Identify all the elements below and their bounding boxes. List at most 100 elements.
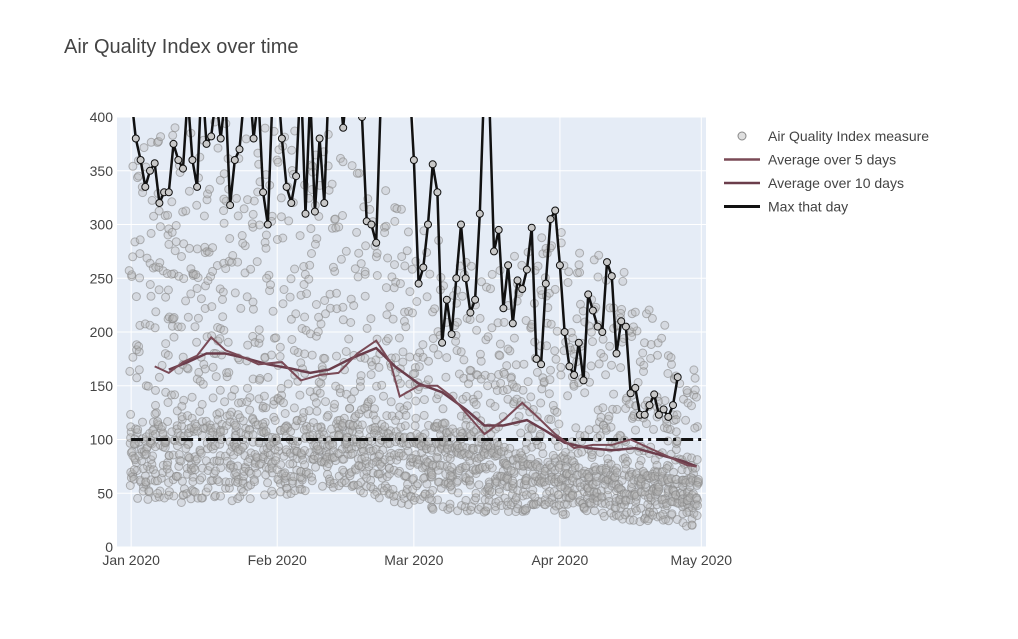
scatter-point: [267, 350, 276, 360]
max-that-day-marker: [367, 220, 376, 229]
scatter-point: [254, 394, 264, 404]
scatter-point: [563, 278, 573, 287]
x-tick-label: Jan 2020: [102, 552, 160, 568]
legend-item[interactable]: Average over 5 days: [724, 152, 896, 168]
scatter-point: [374, 493, 384, 503]
scatter-point: [506, 466, 516, 475]
max-that-day-marker: [339, 123, 348, 132]
scatter-point: [389, 283, 399, 293]
scatter-point: [155, 258, 165, 268]
scatter-point: [247, 219, 257, 229]
y-tick-label: 300: [90, 217, 114, 233]
scatter-point: [300, 349, 310, 359]
legend-item[interactable]: Max that day: [724, 199, 848, 215]
scatter-point: [316, 319, 326, 329]
scatter-point: [126, 409, 136, 419]
legend[interactable]: Air Quality Index measure Average over 5 …: [724, 128, 929, 215]
scatter-point: [238, 442, 248, 452]
legend-item[interactable]: Air Quality Index measure: [737, 128, 929, 144]
scatter-point: [435, 460, 445, 470]
scatter-point: [461, 495, 471, 505]
scatter-point: [403, 227, 413, 237]
scatter-point: [527, 424, 537, 434]
legend-marker-symbol: [737, 131, 747, 141]
scatter-point: [156, 132, 166, 142]
scatter-point: [599, 352, 609, 362]
scatter-point: [429, 343, 439, 353]
scatter-point: [346, 318, 356, 327]
scatter-point: [445, 454, 455, 463]
scatter-point: [206, 272, 216, 281]
scatter-point: [516, 428, 526, 438]
scatter-point: [186, 289, 196, 299]
scatter-point: [150, 409, 160, 419]
max-that-day-marker: [169, 139, 178, 148]
scatter-point: [177, 476, 187, 486]
scatter-point: [492, 477, 502, 487]
scatter-point: [372, 271, 382, 280]
scatter-point: [692, 511, 702, 520]
scatter-point: [232, 193, 241, 203]
scatter-point: [487, 487, 497, 497]
x-tick-label: May 2020: [671, 552, 733, 568]
scatter-point: [153, 488, 163, 498]
max-that-day-marker: [428, 160, 437, 169]
legend-label: Max that day: [768, 199, 848, 215]
scatter-point: [243, 195, 253, 205]
scatter-point: [217, 350, 227, 360]
scatter-point: [415, 348, 425, 358]
scatter-point: [638, 348, 648, 358]
max-that-day-marker: [174, 156, 183, 164]
scatter-point: [181, 444, 191, 453]
scatter-point: [476, 356, 486, 366]
scatter-point: [360, 403, 370, 413]
scatter-point: [542, 341, 552, 351]
max-that-day-marker: [442, 295, 451, 304]
scatter-point: [183, 312, 193, 322]
scatter-point: [408, 369, 418, 379]
scatter-point: [271, 333, 281, 343]
scatter-point: [278, 233, 288, 243]
scatter-point: [135, 320, 145, 330]
scatter-point: [413, 479, 423, 489]
scatter-point: [154, 136, 163, 146]
scatter-point: [330, 399, 340, 409]
max-that-day-marker: [297, 71, 304, 78]
scatter-point: [169, 332, 179, 342]
max-that-day-marker: [230, 156, 239, 164]
scatter-point: [341, 246, 351, 256]
scatter-point: [400, 261, 410, 271]
scatter-point: [425, 269, 435, 279]
scatter-point: [401, 322, 411, 332]
scatter-point: [520, 505, 530, 515]
scatter-point: [300, 486, 310, 496]
scatter-point: [142, 253, 152, 263]
max-that-day-marker: [216, 134, 225, 143]
scatter-point: [257, 427, 267, 437]
scatter-point: [224, 368, 234, 377]
scatter-point: [143, 381, 153, 391]
scatter-point: [314, 312, 324, 322]
legend-item[interactable]: Average over 10 days: [724, 175, 904, 191]
scatter-point: [219, 325, 229, 335]
scatter-point: [526, 392, 536, 402]
max-that-day-marker: [235, 145, 244, 154]
scatter-point: [295, 390, 305, 400]
scatter-point: [177, 252, 186, 261]
chart-title: Air Quality Index over time: [64, 36, 299, 58]
scatter-point: [352, 168, 362, 178]
scatter-point: [353, 454, 363, 464]
scatter-point: [422, 479, 432, 489]
scatter-point: [575, 268, 585, 277]
scatter-point: [225, 234, 235, 243]
max-that-day-marker: [508, 319, 517, 328]
scatter-point: [629, 322, 638, 332]
scatter-point: [385, 302, 395, 311]
scatter-point: [296, 358, 306, 368]
scatter-point: [445, 503, 455, 513]
scatter-point: [458, 291, 467, 301]
scatter-point: [230, 288, 240, 298]
scatter-point: [276, 212, 286, 222]
scatter-point: [366, 370, 376, 380]
scatter-point: [552, 407, 562, 417]
